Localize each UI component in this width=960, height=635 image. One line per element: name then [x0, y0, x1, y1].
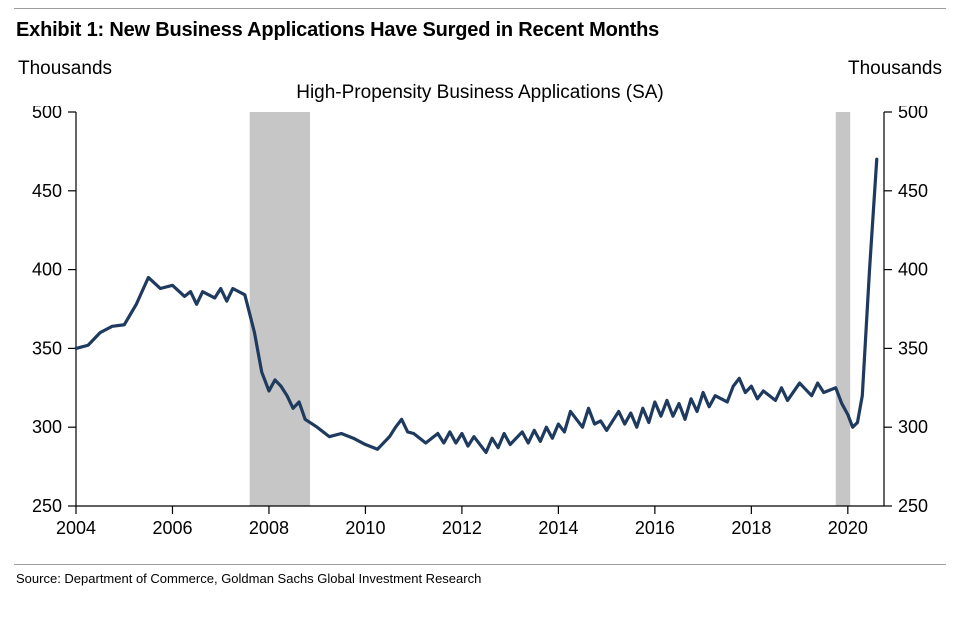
x-tick-label: 2016 [635, 518, 675, 538]
y-tick-label-left: 350 [32, 338, 62, 358]
y-unit-right: Thousands [848, 58, 942, 80]
source-line: Source: Department of Commerce, Goldman … [16, 571, 946, 586]
y-tick-label-right: 300 [898, 417, 928, 437]
y-unit-left: Thousands [18, 58, 112, 80]
y-tick-label-right: 350 [898, 338, 928, 358]
x-tick-label: 2012 [442, 518, 482, 538]
x-tick-label: 2014 [538, 518, 578, 538]
x-tick-label: 2006 [152, 518, 192, 538]
series-label: High-Propensity Business Applications (S… [14, 82, 946, 104]
x-tick-label: 2008 [249, 518, 289, 538]
series-line [76, 159, 877, 452]
y-tick-label-right: 250 [898, 496, 928, 516]
chart-area: 250 250 300 300 350 350 400 400 450 450 500 500 2004… [14, 106, 946, 564]
x-tick-label: 2018 [731, 518, 771, 538]
top-rule [14, 8, 946, 9]
x-tick-label: 2010 [345, 518, 385, 538]
recession-band-0 [250, 112, 310, 506]
y-tick-label-left: 400 [32, 260, 62, 280]
x-tick-label: 2004 [56, 518, 96, 538]
line-chart: 250 250 300 300 350 350 400 400 450 450 500 500 2004… [14, 106, 946, 564]
y-tick-label-right: 450 [898, 181, 928, 201]
y-tick-label-left: 300 [32, 417, 62, 437]
y-tick-label-left: 450 [32, 181, 62, 201]
x-tick-label: 2020 [828, 518, 868, 538]
y-tick-label-right: 400 [898, 260, 928, 280]
exhibit-title: Exhibit 1: New Business Applications Hav… [16, 19, 946, 42]
y-tick-label-right: 500 [898, 106, 928, 122]
y-unit-row: Thousands Thousands [18, 58, 942, 80]
bottom-rule [14, 564, 946, 565]
recession-band-1 [836, 112, 850, 506]
y-tick-label-left: 250 [32, 496, 62, 516]
y-tick-label-left: 500 [32, 106, 62, 122]
